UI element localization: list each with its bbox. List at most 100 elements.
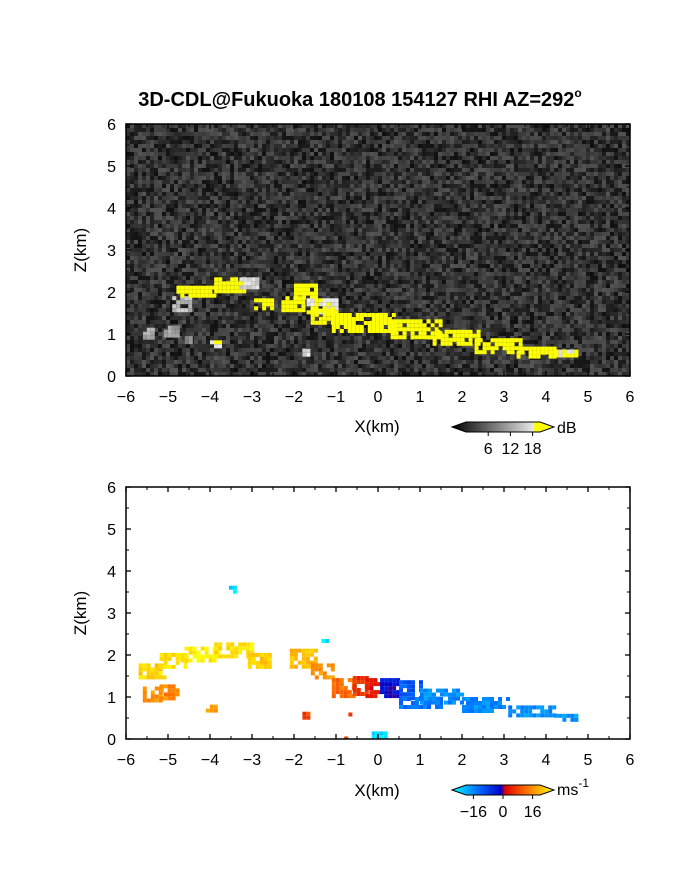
x-tick-label: −3: [243, 389, 261, 406]
data-region: [321, 639, 330, 643]
x-tick-label: 6: [626, 752, 635, 769]
data-region: [348, 712, 353, 717]
data-region: [289, 648, 318, 669]
x-tick-label: −6: [117, 389, 135, 406]
x-tick-label: 1: [416, 752, 425, 769]
data-region: [554, 713, 579, 722]
y-tick-label: 0: [107, 732, 116, 749]
x-tick-label: 2: [458, 389, 467, 406]
x-tick-label: 0: [374, 752, 383, 769]
y-tick-label: 1: [107, 327, 116, 344]
axes: −6 −5 −4 −3 −2 −1 0 1 2 3 4 5 6 0 1 2 3 4 5 6: [107, 480, 634, 769]
colorbar-tick-label: 0: [499, 804, 508, 821]
y-tick-label: 4: [107, 564, 116, 581]
colorbar-tick-label: 16: [524, 804, 542, 821]
x-tick-label: −4: [201, 752, 219, 769]
data-region: [247, 652, 272, 669]
data-region: [172, 296, 193, 313]
data-region: [138, 663, 167, 680]
data-region: [331, 678, 356, 699]
x-tick-label: 5: [584, 752, 593, 769]
x-tick-label: −1: [327, 389, 345, 406]
data-region: [420, 688, 464, 705]
y-tick-label: 6: [107, 117, 116, 134]
x-tick-label: 6: [626, 389, 635, 406]
data-region: [474, 338, 523, 355]
data-region: [210, 340, 222, 349]
data-region: [508, 705, 557, 718]
data-layer: [142, 277, 579, 359]
y-tick-label: 1: [107, 690, 116, 707]
data-region: [142, 686, 163, 703]
y-tick-label: 2: [107, 285, 116, 302]
y-tick-label: 6: [107, 480, 116, 497]
noise-layer: [126, 124, 630, 376]
colorbar-unit: ms-1: [557, 776, 589, 799]
data-region: [176, 285, 217, 298]
data-region: [228, 585, 237, 594]
data-region: [214, 642, 255, 659]
colorbar: ms-1 −16 0 16: [450, 776, 589, 821]
data-region: [516, 346, 557, 359]
colorbar-tick-label: 6: [484, 441, 493, 458]
data-region: [371, 731, 388, 739]
y-axis-label: Z(km): [71, 591, 90, 635]
y-tick-label: 0: [107, 369, 116, 386]
x-axis-label: X(km): [354, 417, 399, 436]
colorbar-tick-label: 18: [524, 441, 542, 458]
x-tick-label: 1: [416, 389, 425, 406]
y-axis-label: Z(km): [71, 228, 90, 272]
data-region: [390, 319, 443, 340]
data-region: [310, 308, 335, 325]
data-region: [365, 678, 382, 699]
colorbar-ticks: 6 12 18: [484, 432, 542, 458]
data-region: [310, 663, 335, 680]
plot-background: [126, 487, 630, 739]
data-layer: [138, 585, 579, 739]
x-tick-label: −2: [285, 389, 303, 406]
colorbar-ticks: −16 0 16: [460, 795, 542, 821]
data-region: [344, 736, 349, 739]
data-region: [380, 678, 401, 699]
x-tick-label: −5: [159, 752, 177, 769]
data-region: [142, 327, 155, 340]
x-tick-label: 0: [374, 389, 383, 406]
colorbar: dB 6 12 18: [450, 420, 577, 458]
data-region: [302, 711, 311, 720]
colorbar-tick-label: −16: [460, 804, 487, 821]
x-tick-label: 3: [500, 752, 509, 769]
y-tick-label: 2: [107, 648, 116, 665]
axes: −6 −5 −4 −3 −2 −1 0 1 2 3 4 5 6 0 1 2 3 4 5 6: [107, 117, 634, 406]
x-tick-label: 5: [584, 389, 593, 406]
data-region: [254, 298, 275, 311]
data-region: [432, 329, 481, 346]
data-region: [331, 313, 396, 333]
x-tick-label: 4: [542, 752, 551, 769]
y-tick-label: 5: [107, 522, 116, 539]
y-tick-label: 4: [107, 201, 116, 218]
data-region: [163, 325, 180, 338]
x-tick-label: −5: [159, 389, 177, 406]
x-tick-label: 3: [500, 389, 509, 406]
x-axis-label: X(km): [354, 781, 399, 800]
plot-frame: [125, 486, 631, 740]
x-tick-label: 2: [458, 752, 467, 769]
chart-title: 3D-CDL@Fukuoka 180108 154127 RHI AZ=292o: [138, 86, 582, 111]
x-tick-label: 4: [542, 389, 551, 406]
y-tick-label: 3: [107, 606, 116, 623]
x-tick-label: −3: [243, 752, 261, 769]
data-region: [554, 349, 579, 358]
x-tick-label: −2: [285, 752, 303, 769]
y-tick-label: 5: [107, 159, 116, 176]
colorbar-bar: [450, 421, 556, 433]
data-region: [184, 336, 193, 345]
x-tick-label: −4: [201, 389, 219, 406]
data-region: [159, 684, 180, 701]
x-tick-label: −6: [117, 752, 135, 769]
colorbar-bar: [450, 784, 556, 796]
data-region: [239, 277, 260, 290]
x-tick-label: −1: [327, 752, 345, 769]
data-region: [205, 704, 218, 713]
